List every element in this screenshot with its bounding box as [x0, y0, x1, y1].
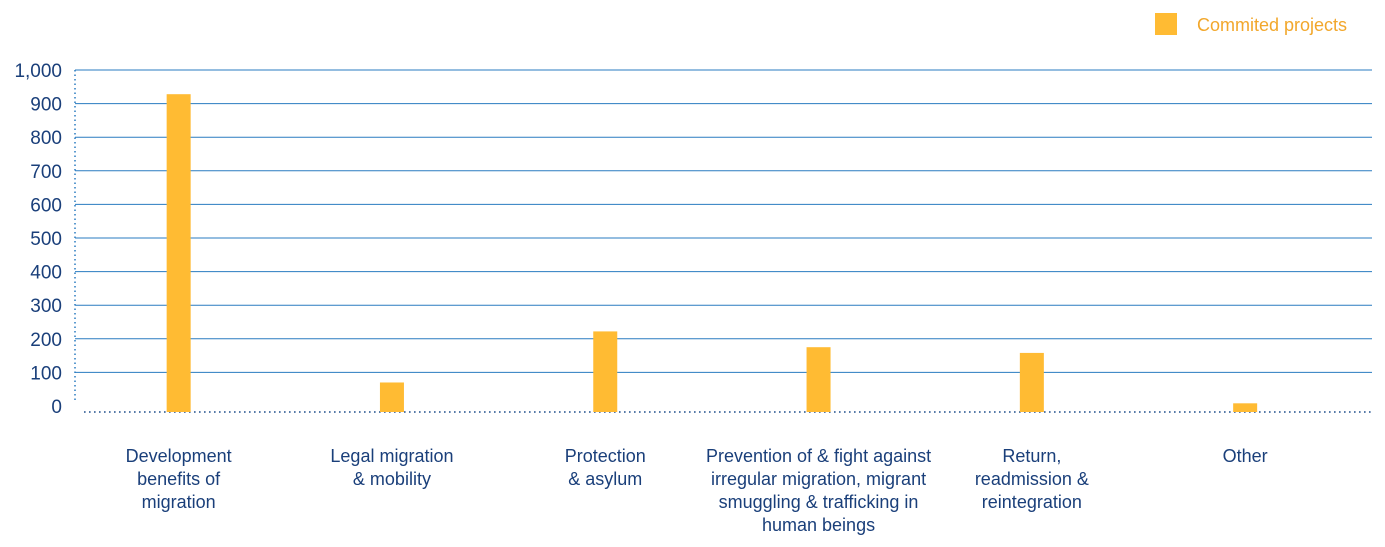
category-label: Legal migration & mobility — [330, 446, 453, 489]
category-label-line: Protection — [565, 446, 646, 466]
category-label: Prevention of & fight against irregular m… — [706, 446, 931, 535]
y-tick-label: 300 — [30, 296, 62, 317]
category-label: Protection & asylum — [565, 446, 646, 489]
category-label-line: benefits of — [137, 469, 221, 489]
y-tick-labels: 0 100 200 300 400 500 600 700 800 900 1,000 — [14, 61, 62, 418]
category-label-line: smuggling & trafficking in — [719, 492, 919, 512]
y-tick-label: 1,000 — [14, 61, 62, 82]
axes — [74, 70, 1372, 413]
bars — [166, 94, 1258, 412]
y-tick-label: 0 — [51, 397, 62, 418]
category-label-line: Legal migration — [330, 446, 453, 466]
legend: Commited projects — [1155, 13, 1347, 35]
category-label-line: human beings — [762, 515, 875, 535]
y-tick-label: 400 — [30, 263, 62, 284]
category-label-line: Prevention of & fight against — [706, 446, 931, 466]
y-tick-label: 200 — [30, 330, 62, 351]
bar — [1019, 352, 1044, 412]
y-tick-label: 100 — [30, 363, 62, 384]
category-label-line: Other — [1223, 446, 1268, 466]
bar — [166, 94, 191, 412]
category-label-line: irregular migration, migrant — [711, 469, 926, 489]
y-tick-label: 500 — [30, 229, 62, 250]
y-tick-label: 900 — [30, 95, 62, 116]
bar — [593, 331, 618, 412]
bar — [379, 382, 404, 412]
category-label-line: Development — [126, 446, 232, 466]
category-label-line: readmission & — [975, 469, 1089, 489]
category-label: Return, readmission & reintegration — [975, 446, 1089, 512]
category-label-line: & asylum — [568, 469, 642, 489]
category-labels: Development benefits of migration Legal mig… — [126, 446, 1268, 535]
y-tick-label: 600 — [30, 195, 62, 216]
y-tick-label: 800 — [30, 128, 62, 149]
category-label-line: reintegration — [982, 492, 1082, 512]
category-label: Development benefits of migration — [126, 446, 232, 512]
category-label-line: migration — [142, 492, 216, 512]
gridlines — [75, 69, 1372, 373]
y-tick-label: 700 — [30, 162, 62, 183]
bar — [1233, 403, 1258, 412]
legend-swatch — [1155, 13, 1177, 35]
legend-label: Commited projects — [1197, 15, 1347, 35]
category-label-line: Return, — [1002, 446, 1061, 466]
bar — [806, 347, 831, 412]
category-label-line: & mobility — [353, 469, 431, 489]
category-label: Other — [1223, 446, 1268, 466]
